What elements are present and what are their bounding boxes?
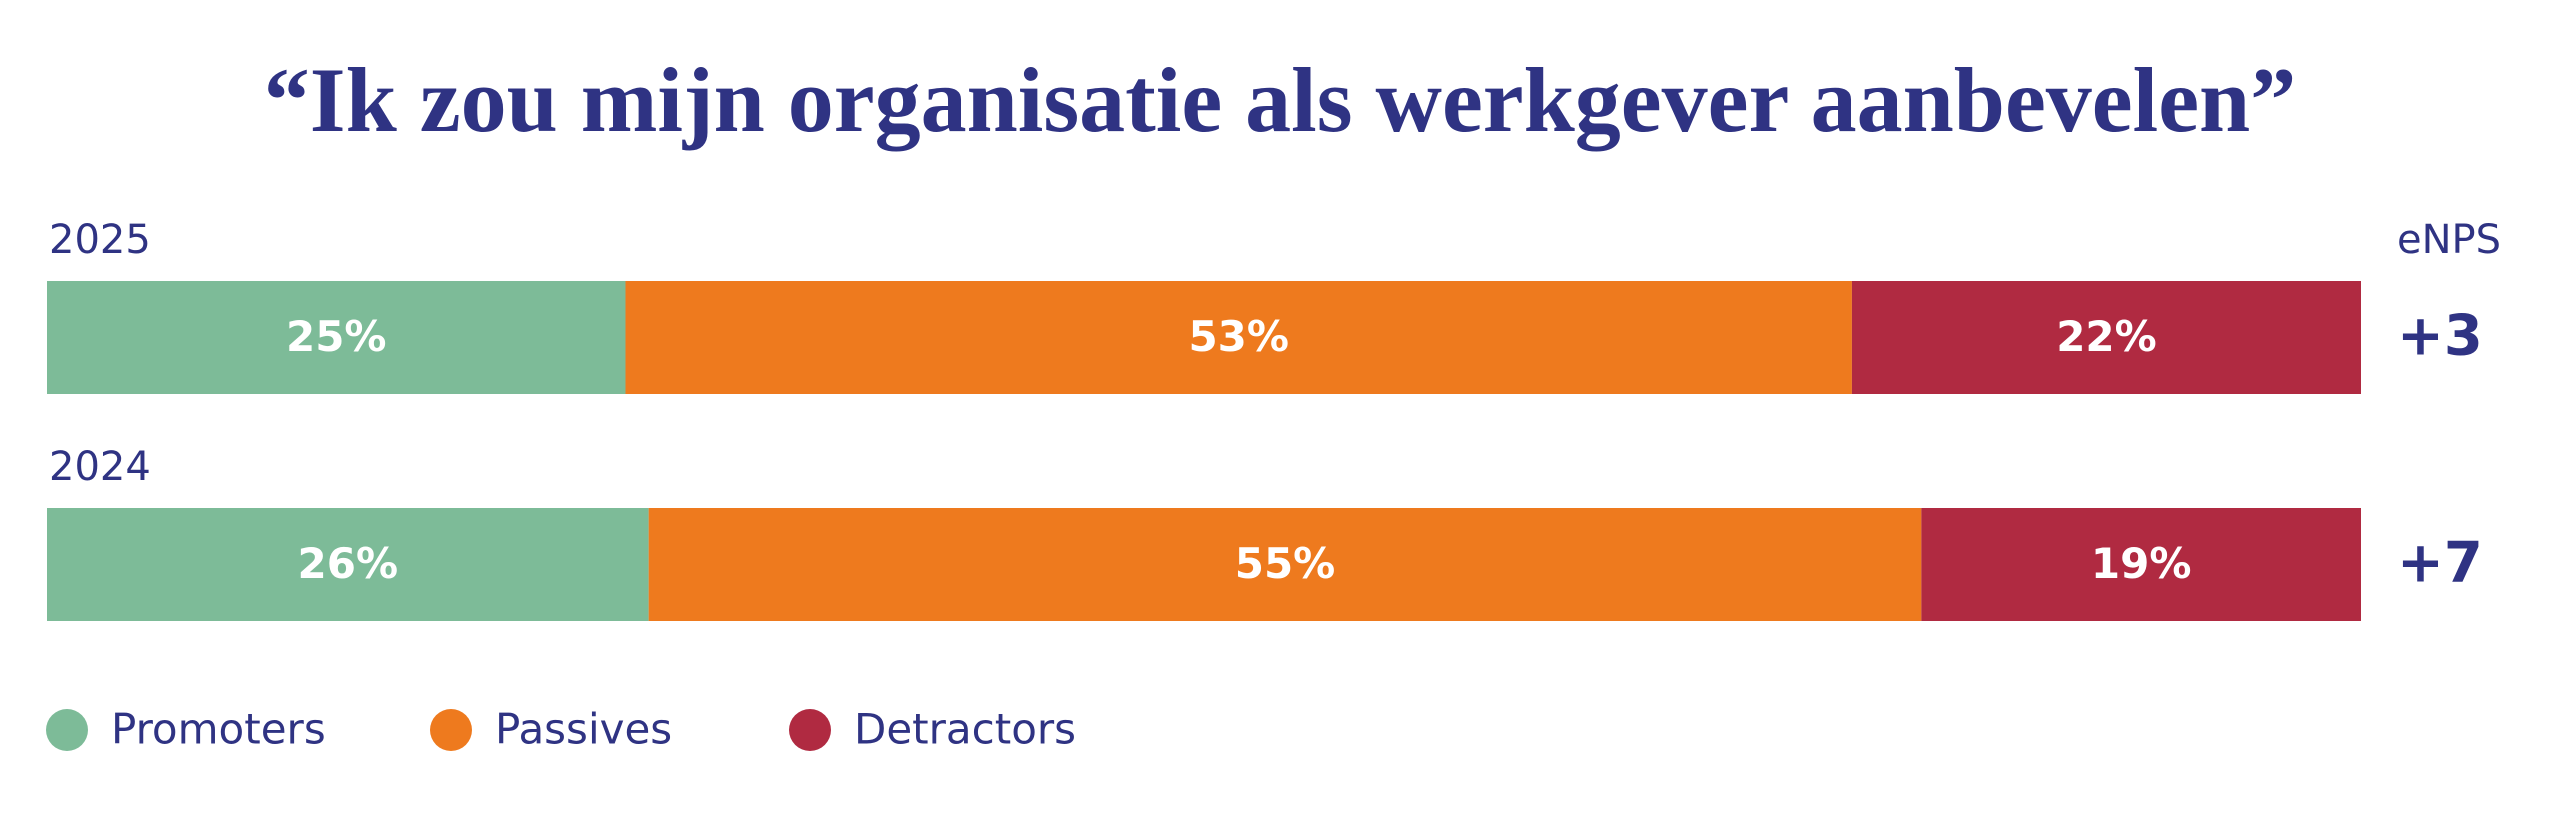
- enps-header: eNPS: [2397, 217, 2501, 263]
- chart-title: “Ik zou mijn organisatie als werkgever a…: [264, 49, 2296, 151]
- segment-label: 25%: [286, 312, 387, 361]
- segment-label: 22%: [2056, 312, 2157, 361]
- bar-segment: [1921, 508, 2361, 621]
- legend-marker: [789, 709, 831, 751]
- bar-segment: [648, 508, 1922, 621]
- legend-label: Passives: [495, 705, 672, 754]
- enps-value: +7: [2397, 531, 2483, 596]
- enps-value: +3: [2397, 304, 2483, 369]
- category-label: 2025: [49, 217, 151, 263]
- legend-marker: [46, 709, 88, 751]
- legend-marker: [430, 709, 472, 751]
- category-label: 2024: [49, 444, 151, 490]
- segment-label: 55%: [1235, 539, 1336, 588]
- bar-segment: [47, 281, 626, 394]
- segment-label: 26%: [298, 539, 399, 588]
- bar-segment: [1851, 281, 2361, 394]
- bar-segment: [47, 508, 649, 621]
- legend-label: Promoters: [111, 705, 326, 754]
- bar-segment: [625, 281, 1852, 394]
- segment-label: 53%: [1188, 312, 1289, 361]
- segment-label: 19%: [2091, 539, 2192, 588]
- legend-label: Detractors: [854, 705, 1076, 754]
